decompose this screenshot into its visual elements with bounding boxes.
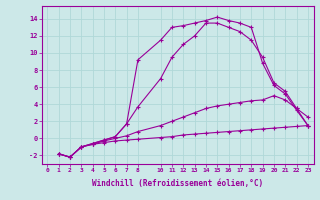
X-axis label: Windchill (Refroidissement éolien,°C): Windchill (Refroidissement éolien,°C) (92, 179, 263, 188)
